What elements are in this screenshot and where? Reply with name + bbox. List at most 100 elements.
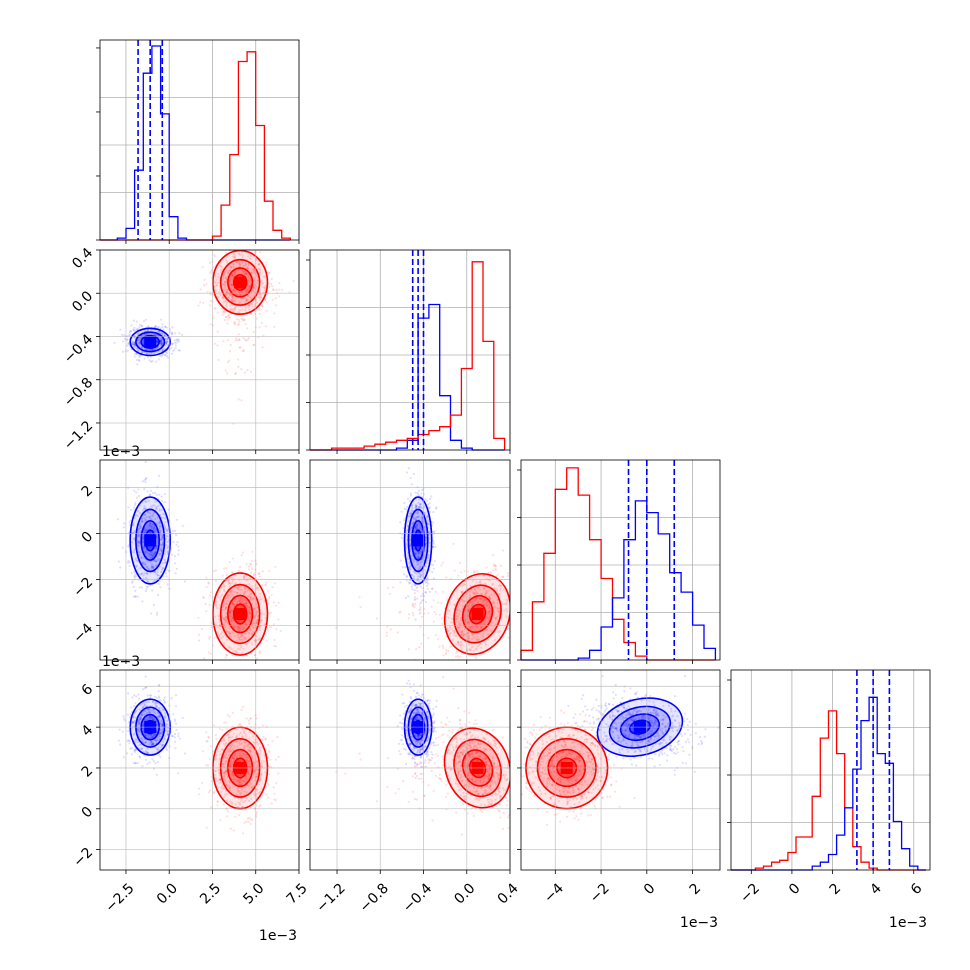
sample-point	[251, 302, 254, 306]
sample-point	[222, 608, 225, 611]
sample-point	[426, 577, 429, 580]
sample-point	[155, 334, 158, 337]
sample-point	[133, 732, 136, 735]
sample-point	[144, 563, 147, 566]
sample-point	[233, 263, 236, 266]
sample-point	[165, 355, 169, 358]
sample-point	[164, 725, 168, 728]
sample-point	[234, 662, 236, 664]
sample-point	[503, 609, 506, 612]
sample-point	[132, 595, 135, 598]
sample-point	[456, 662, 458, 664]
sample-point	[416, 512, 419, 515]
sample-point	[489, 611, 492, 614]
sample-point	[225, 316, 228, 319]
sample-point	[457, 630, 460, 633]
sample-point	[165, 723, 168, 726]
sample-point	[476, 645, 479, 648]
sample-point	[487, 611, 490, 614]
sample-point	[226, 288, 229, 291]
sample-point	[170, 352, 174, 355]
sample-point	[432, 577, 435, 580]
sample-point	[133, 719, 136, 723]
sample-point	[462, 633, 465, 636]
sample-point	[261, 346, 264, 349]
sample-point	[237, 310, 240, 313]
sample-point	[229, 595, 233, 598]
sample-point	[359, 606, 362, 609]
sample-point	[237, 638, 240, 641]
sample-point	[241, 551, 244, 554]
sample-point	[220, 632, 223, 636]
sample-point	[140, 336, 143, 339]
sample-point	[137, 719, 140, 723]
sample-point	[180, 333, 184, 336]
sample-point	[148, 717, 151, 720]
sample-point	[162, 708, 165, 712]
sample-point	[208, 594, 211, 597]
sample-point	[229, 583, 232, 586]
sample-point	[250, 312, 253, 315]
sample-point	[418, 566, 422, 569]
sample-point	[505, 615, 508, 618]
sample-point	[231, 283, 234, 286]
sample-point	[448, 632, 451, 635]
sample-point	[244, 741, 247, 745]
sample-point	[406, 497, 409, 500]
sample-point	[157, 358, 160, 361]
sample-point	[234, 307, 237, 310]
sample-point	[246, 294, 250, 298]
sample-point	[205, 610, 208, 613]
sample-point	[152, 735, 155, 738]
sample-point	[487, 616, 490, 620]
sample-point	[132, 722, 135, 725]
sample-point	[415, 648, 418, 651]
sample-point	[248, 612, 251, 615]
sample-point	[264, 583, 267, 586]
sample-point	[251, 622, 254, 625]
sample-point	[415, 572, 418, 575]
sample-point	[140, 520, 143, 523]
sample-point	[215, 284, 218, 287]
sample-point	[147, 708, 150, 711]
sample-point	[173, 733, 177, 736]
sample-point	[128, 561, 131, 564]
sample-point	[140, 346, 143, 349]
sample-point	[151, 556, 154, 559]
sample-point	[131, 341, 134, 344]
sample-point	[477, 644, 480, 647]
sample-point	[144, 733, 147, 736]
sample-point	[252, 622, 255, 626]
sample-point	[238, 600, 242, 603]
sample-point	[170, 332, 173, 335]
sample-point	[484, 593, 487, 597]
sample-point	[459, 628, 462, 631]
sample-point	[146, 747, 149, 750]
sample-point	[413, 518, 416, 521]
sample-point	[175, 338, 178, 341]
sample-point	[225, 619, 228, 622]
sample-point	[229, 582, 232, 585]
sample-point	[132, 319, 135, 322]
sample-point	[132, 733, 135, 737]
hist-panel-1	[306, 249, 511, 454]
sample-point	[224, 619, 227, 622]
sample-point	[421, 586, 424, 590]
sample-point	[267, 611, 271, 615]
sample-point	[162, 562, 165, 565]
sample-point	[144, 750, 148, 753]
sample-point	[164, 716, 167, 719]
sample-point	[164, 717, 167, 720]
sample-point	[240, 638, 243, 641]
sample-point	[228, 279, 231, 282]
sample-point	[410, 554, 413, 558]
sample-point	[151, 589, 154, 592]
sample-point	[241, 317, 244, 321]
sample-point	[158, 715, 161, 718]
sample-point	[144, 709, 147, 712]
sample-point	[417, 493, 420, 497]
sample-point	[488, 597, 491, 600]
sample-point	[149, 333, 152, 336]
sample-point	[149, 711, 152, 715]
sample-point	[151, 555, 155, 558]
